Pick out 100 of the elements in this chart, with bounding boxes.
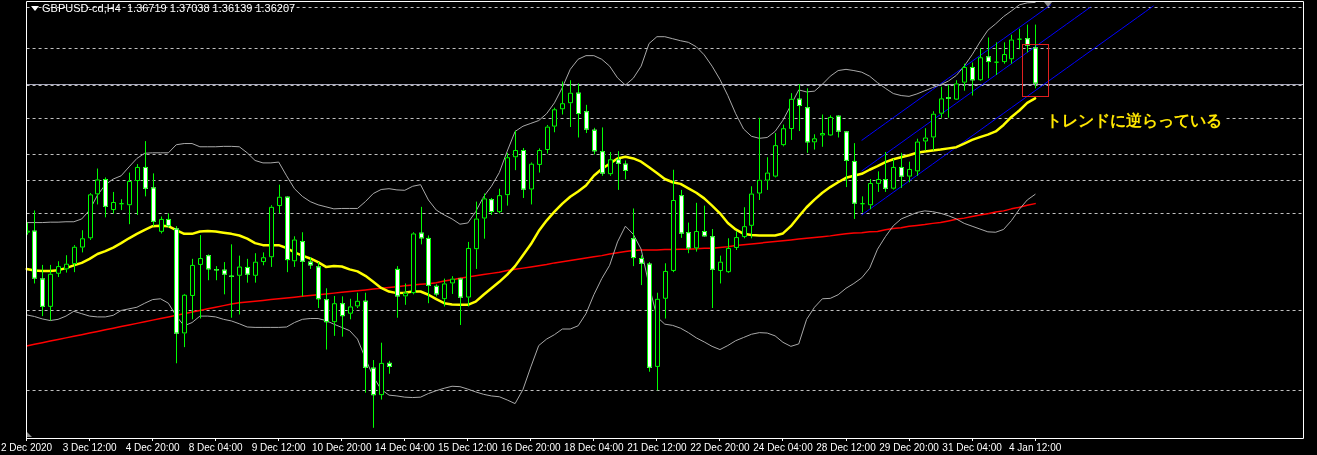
candlestick [119,198,124,211]
candlestick [923,127,928,151]
candlestick [88,192,93,241]
candlestick [363,292,368,394]
candlestick [411,231,416,295]
candlestick [143,140,148,197]
candlestick [860,195,865,213]
candlestick [529,161,534,205]
candlestick [1025,24,1030,53]
candlestick [954,79,959,101]
candlestick [198,234,203,320]
x-tick-label: 22 Dec 20:00 [690,441,751,453]
candlestick [970,62,975,97]
candlestick [671,169,676,273]
candlestick [395,265,400,319]
candlestick [679,189,684,239]
candlestick [805,87,810,154]
x-tick-label: 31 Dec 04:00 [942,441,1003,453]
x-tick-label: 9 Dec 12:00 [251,441,307,453]
candlestick [206,253,211,281]
candlestick [820,114,825,148]
candlestick [734,230,739,251]
candlestick [111,191,116,215]
candlestick [497,188,502,214]
candlestick [702,205,707,238]
x-tick-label: 3 Dec 12:00 [62,441,117,453]
candlestick [576,82,581,138]
candlestick [742,206,747,239]
candlestick [371,359,376,429]
candlestick [340,295,345,338]
candlestick [229,243,234,319]
candlestick [285,195,290,273]
candlestick [1017,28,1022,50]
candlestick [781,124,786,147]
candlestick [939,86,944,119]
candlestick [505,152,510,207]
candlestick [639,254,644,286]
candlestick [655,292,660,391]
chart-title: GBPUSD-cd,H4 1.36719 1.37038 1.36139 1.36207 [42,2,296,15]
x-tick-label: 14 Dec 04:00 [375,441,435,453]
candlestick [899,152,904,189]
candlestick [718,255,723,284]
candlestick [694,202,699,253]
candlestick [852,142,857,220]
candlestick [600,126,605,177]
candlestick [135,163,140,216]
candlestick [40,264,45,317]
candlestick [48,264,53,322]
candlestick [127,172,132,225]
candlestick [726,237,731,274]
candlestick [214,265,219,281]
candlestick [986,37,991,79]
candlestick [182,293,187,348]
candlestick [442,278,447,307]
candlestick [616,150,621,191]
candlestick [72,244,77,273]
candlestick [686,222,691,254]
x-tick-label: 21 Dec 12:00 [627,441,688,453]
candlestick [545,124,550,155]
candlestick [1009,34,1014,65]
candlestick [623,159,628,180]
candlestick [537,147,542,174]
candlestick [474,201,479,270]
candlestick [379,342,384,401]
candlestick [324,287,329,351]
candlestick [174,225,179,364]
candlestick [458,277,463,326]
x-tick-label: 10 Dec 20:00 [311,441,372,453]
candlestick [521,147,526,199]
candlestick [757,117,762,201]
candlestick [277,184,282,214]
x-tick-label: 8 Dec 04:00 [188,441,244,453]
candlestick [348,298,353,320]
candlestick [482,193,487,240]
candlestick [103,176,108,218]
candlestick [749,185,754,239]
x-tick-label: 4 Jan 12:00 [1008,441,1062,453]
candlestick [844,130,849,188]
x-tick-label: 4 Dec 20:00 [125,441,181,453]
candlestick [876,170,881,193]
x-tick-label: 28 Dec 12:00 [816,441,877,453]
candlestick [915,138,920,177]
candlestick [316,261,321,309]
x-tick-label: 24 Dec 04:00 [753,441,814,453]
x-tick-label: 18 Dec 04:00 [564,441,625,453]
candlestick [403,282,408,306]
candlestick [222,261,227,295]
candlestick [426,234,431,304]
candlestick [891,158,896,191]
candlestick [592,127,597,155]
candlestick [994,41,999,76]
candlestick [584,104,589,134]
candlestick [836,114,841,138]
candlestick [466,241,471,307]
candlestick [95,168,100,205]
candlestick [151,172,156,227]
candlestick [560,80,565,116]
x-tick-label: 2 Dec 2020 [1,441,53,453]
candlestick [883,151,888,193]
candlestick [828,114,833,137]
